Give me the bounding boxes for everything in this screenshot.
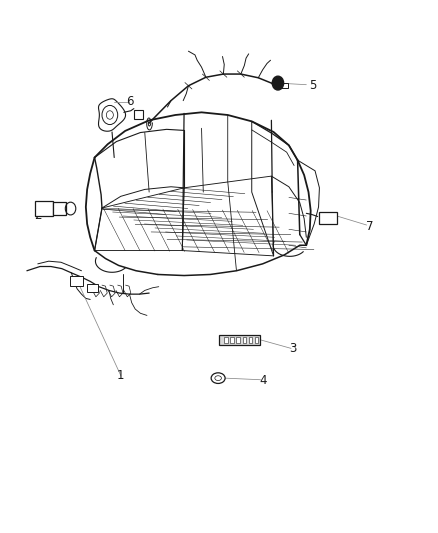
FancyBboxPatch shape bbox=[224, 337, 228, 343]
FancyBboxPatch shape bbox=[219, 335, 261, 345]
FancyBboxPatch shape bbox=[53, 202, 66, 215]
Text: 6: 6 bbox=[126, 95, 133, 108]
Text: 3: 3 bbox=[290, 342, 297, 356]
FancyBboxPatch shape bbox=[237, 337, 240, 343]
FancyBboxPatch shape bbox=[279, 83, 288, 88]
FancyBboxPatch shape bbox=[87, 284, 98, 292]
Ellipse shape bbox=[215, 376, 221, 381]
FancyBboxPatch shape bbox=[134, 110, 143, 119]
FancyBboxPatch shape bbox=[70, 276, 83, 286]
FancyBboxPatch shape bbox=[230, 337, 234, 343]
Text: 1: 1 bbox=[117, 369, 124, 382]
FancyBboxPatch shape bbox=[255, 337, 258, 343]
FancyBboxPatch shape bbox=[319, 212, 337, 224]
Text: 2: 2 bbox=[34, 209, 42, 222]
FancyBboxPatch shape bbox=[35, 201, 53, 216]
FancyBboxPatch shape bbox=[243, 337, 246, 343]
Circle shape bbox=[272, 76, 284, 90]
FancyBboxPatch shape bbox=[249, 337, 252, 343]
Text: 5: 5 bbox=[309, 79, 317, 92]
Ellipse shape bbox=[211, 373, 225, 383]
Text: 4: 4 bbox=[259, 374, 266, 387]
Text: 7: 7 bbox=[366, 220, 373, 233]
